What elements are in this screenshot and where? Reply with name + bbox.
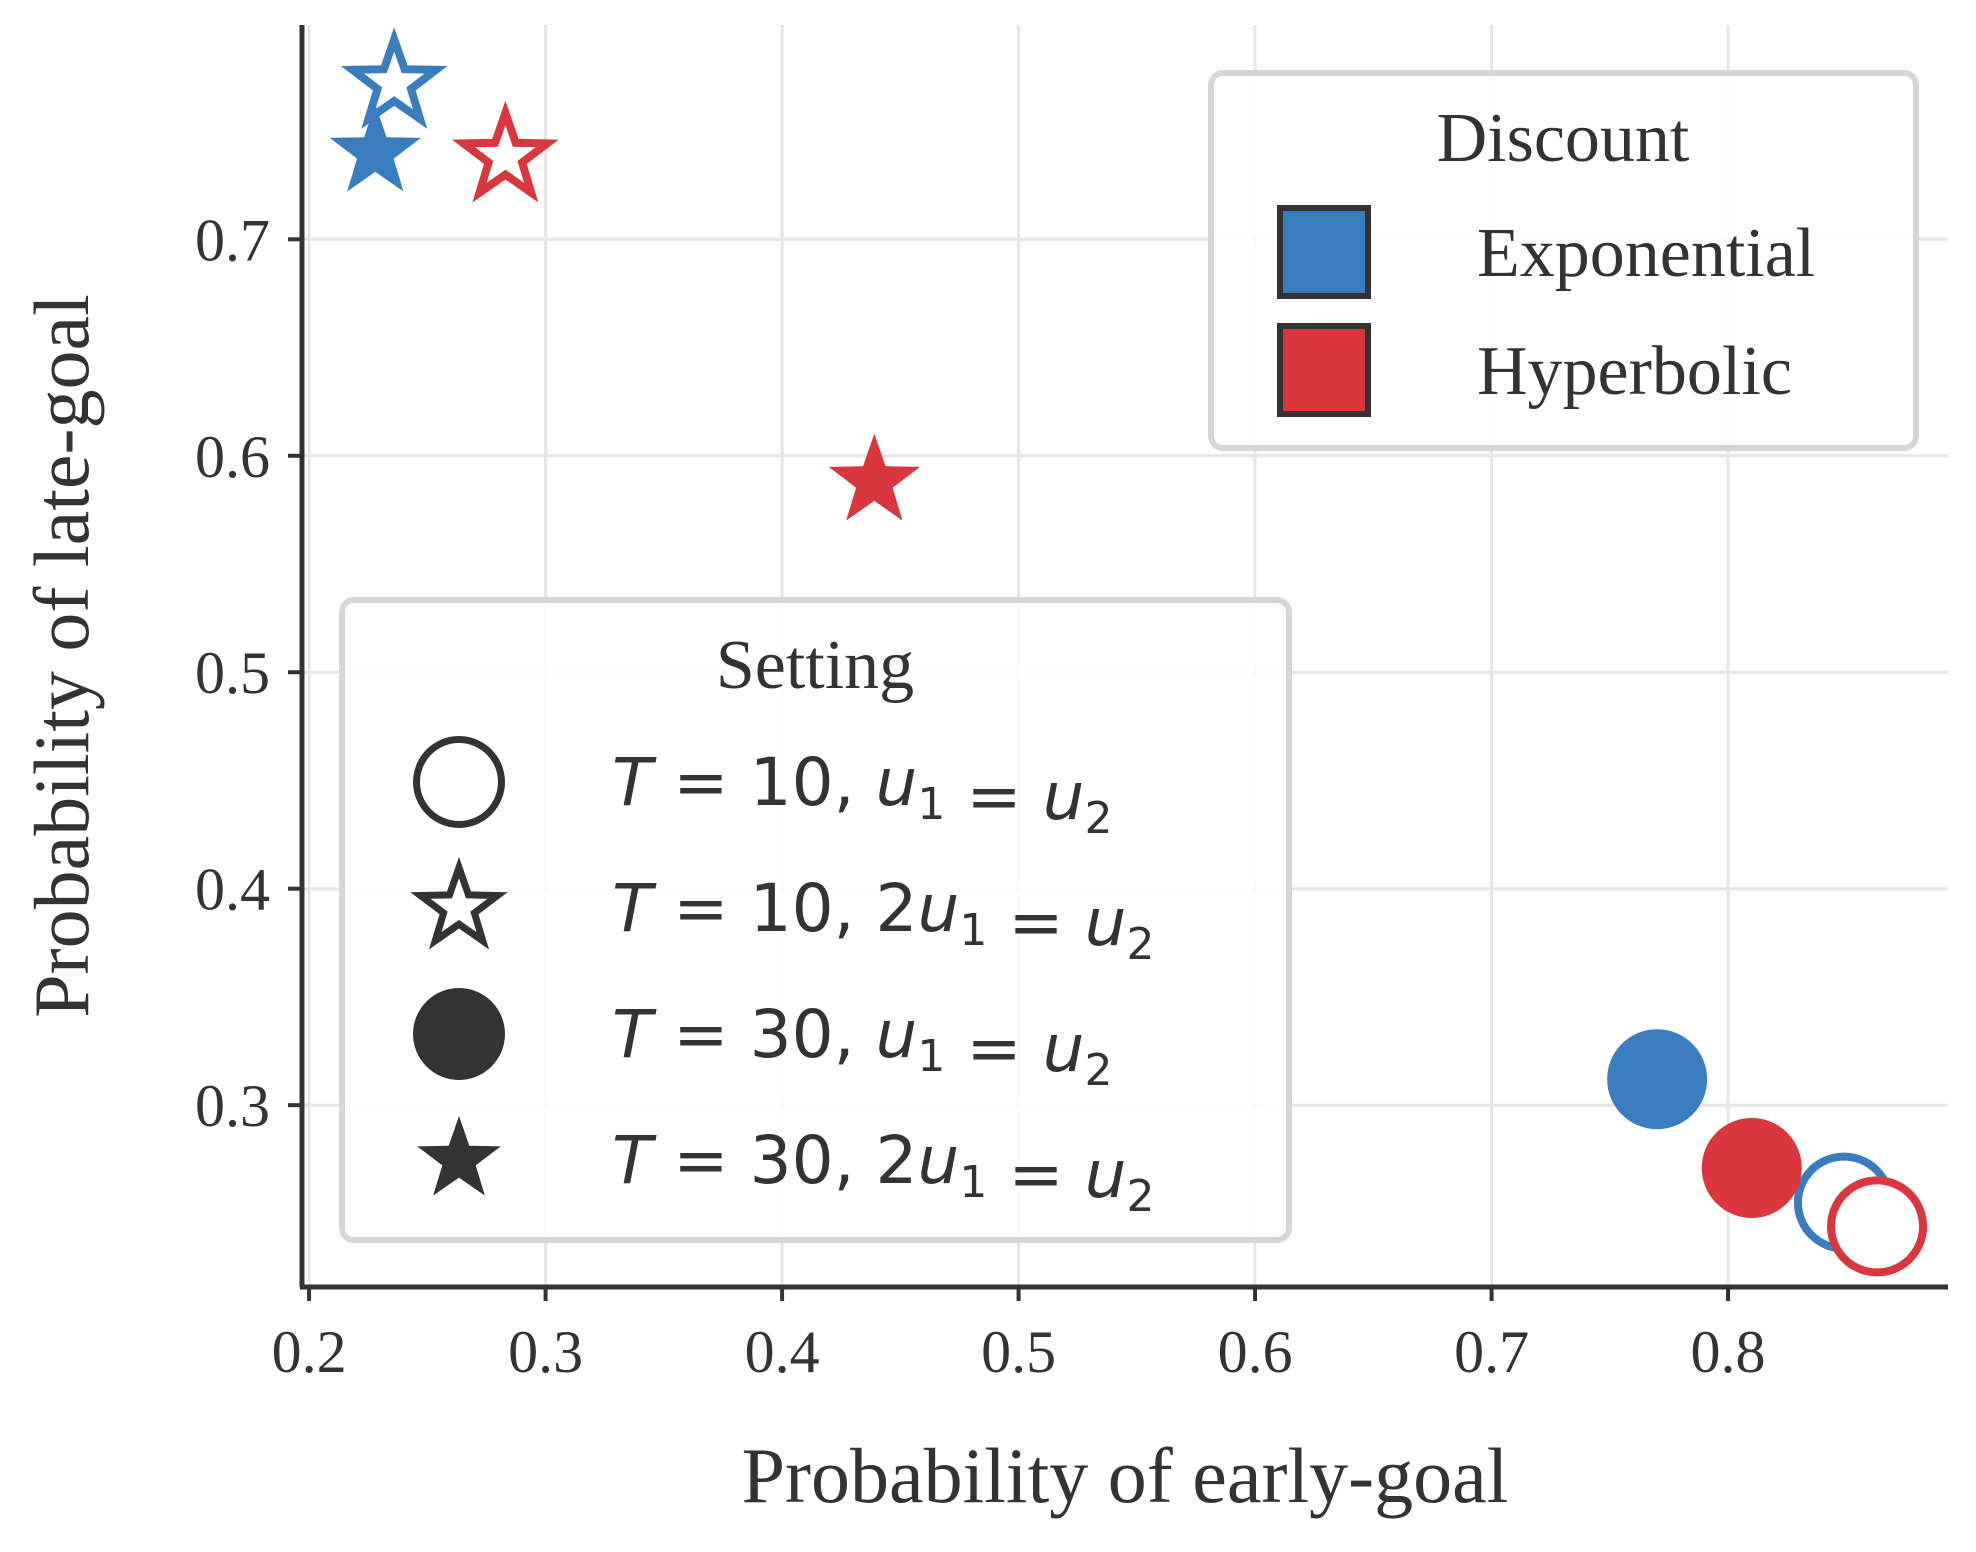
data-point-hyperbolic-star-open — [451, 100, 559, 203]
x-tick-label: 0.2 — [272, 1319, 347, 1385]
data-point-hyperbolic-circle-filled — [1701, 1117, 1802, 1218]
data-point-exponential-star-open — [340, 27, 448, 129]
data-point-exponential-circle-filled — [1607, 1029, 1708, 1130]
x-tick-label: 0.5 — [981, 1319, 1056, 1385]
discount-legend-title: Discount — [1437, 100, 1690, 177]
data-points — [329, 27, 1928, 1277]
x-tick-label: 0.4 — [745, 1319, 820, 1385]
legend-swatch-exponential — [1277, 205, 1371, 299]
y-tick-label: 0.6 — [195, 424, 270, 490]
y-tick-label: 0.4 — [195, 857, 270, 923]
x-ticks: 0.2 0.3 0.4 0.5 0.6 0.7 0.8 — [272, 1287, 1766, 1385]
legend-marker-circle-open — [413, 736, 505, 828]
discount-legend-label: Hyperbolic — [1477, 333, 1792, 410]
setting-legend-title: Setting — [716, 627, 914, 704]
y-tick-label: 0.5 — [195, 640, 270, 706]
setting-legend-label: T = 30, u1 = u2 — [612, 996, 1112, 1096]
axes — [299, 25, 1948, 1290]
setting-legend-label: T = 10, u1 = u2 — [612, 744, 1112, 844]
setting-legend: Setting T = 10, u1 = u2 T = 10, 2u1 = u2 T… — [339, 597, 1292, 1243]
y-axis-title: Probability of late-goal — [18, 294, 105, 1017]
data-point-exponential-star-filled — [329, 104, 421, 192]
legend-marker-star-open — [410, 856, 508, 950]
discount-legend-label: Exponential — [1477, 215, 1815, 292]
legend-swatch-hyperbolic — [1277, 323, 1371, 417]
x-tick-label: 0.8 — [1691, 1319, 1766, 1385]
x-axis-title: Probability of early-goal — [742, 1432, 1509, 1519]
y-ticks: 0.3 0.4 0.5 0.6 0.7 — [195, 207, 302, 1139]
setting-legend-label: T = 30, 2u1 = u2 — [612, 1122, 1154, 1222]
x-tick-label: 0.6 — [1218, 1319, 1293, 1385]
y-tick-label: 0.7 — [195, 207, 270, 273]
setting-legend-frame — [339, 597, 1292, 1243]
data-point-hyperbolic-star-filled — [828, 433, 920, 521]
discount-legend: Discount Exponential Hyperbolic — [1208, 70, 1919, 451]
x-tick-label: 0.3 — [508, 1319, 583, 1385]
discount-legend-frame — [1208, 70, 1919, 451]
y-tick-label: 0.3 — [195, 1073, 270, 1139]
legend-marker-circle-filled — [413, 988, 505, 1080]
x-tick-label: 0.7 — [1454, 1319, 1529, 1385]
data-point-hyperbolic-circle-open — [1827, 1176, 1928, 1277]
setting-legend-label: T = 10, 2u1 = u2 — [612, 870, 1154, 970]
legend-marker-star-filled — [417, 1116, 501, 1196]
